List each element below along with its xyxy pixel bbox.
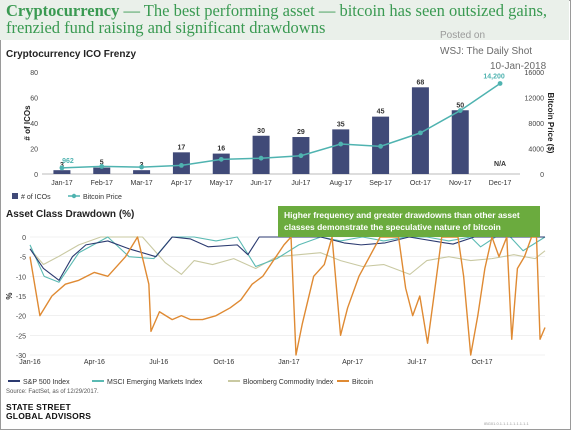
y-tick-label: 80 [30, 70, 38, 77]
x-tick-label: Oct-16 [213, 359, 234, 366]
y-tick-label: 40 [30, 121, 38, 128]
ico-bar-label: 50 [456, 102, 464, 109]
y-tick-label: -30 [16, 353, 26, 360]
x-tick-label: Jan-16 [19, 359, 41, 366]
legend-swatch-icos [12, 193, 18, 199]
ico-chart-title: Cryptocurrency ICO Frenzy [6, 49, 137, 60]
y-tick-label: 60 [30, 96, 38, 103]
post-date: 10-Jan-2018 [490, 61, 547, 72]
x-tick-label: Jun-17 [250, 180, 272, 187]
bitcoin-price-point [59, 165, 65, 171]
x-tick-label: Feb-17 [91, 180, 113, 187]
bitcoin-price-point [338, 141, 344, 147]
fine-print: IBG01.0.1.1.1.1.1.1.1.1.1 [484, 421, 529, 426]
y-tick-label: -20 [16, 314, 26, 321]
x-tick-label: Jan-17 [278, 359, 300, 366]
ico-bar-label: 30 [257, 128, 265, 135]
y-axis-label: # of ICOs [23, 105, 32, 141]
y2-axis-label: Bitcoin Price ($) [546, 93, 555, 154]
ico-bar [252, 135, 270, 174]
ico-bar-label: 29 [297, 129, 305, 136]
x-tick-label: Apr-16 [84, 359, 105, 366]
legend-label: S&P 500 Index [23, 379, 70, 386]
y2-tick-label: 4000 [528, 147, 544, 154]
ico-bar [212, 153, 230, 174]
bitcoin-price-point [258, 155, 264, 161]
drawdown-chart-title: Asset Class Drawdown (%) [6, 209, 135, 220]
legend-label: Bitcoin [352, 379, 373, 386]
ico-bar [53, 170, 71, 174]
legend-label: MSCI Emerging Markets Index [107, 379, 203, 386]
source-note: Source: FactSet, as of 12/29/2017. [6, 389, 99, 395]
legend-label-bitcoin-price: Bitcoin Price [83, 194, 122, 201]
bitcoin-price-point [139, 164, 144, 170]
y2-tick-label: 0 [540, 172, 544, 179]
bitcoin-price-point [218, 156, 224, 162]
series-line-s-p-500-index [29, 236, 545, 281]
y2-tick-label: 16000 [525, 70, 545, 77]
bitcoin-price-point [298, 153, 304, 159]
ico-bar-label: N/A [494, 161, 506, 168]
ico-bar [93, 167, 111, 174]
x-tick-label: Jul-17 [407, 359, 426, 366]
bitcoin-price-line [61, 82, 501, 169]
bitcoin-price-point [99, 164, 105, 169]
x-tick-label: Jan-17 [51, 180, 73, 187]
y-tick-label: -5 [20, 255, 26, 262]
y2-tick-label: 8000 [528, 121, 544, 128]
ico-bar-label: 16 [217, 146, 225, 153]
bitcoin-price-point [497, 81, 503, 86]
x-tick-label: Aug-17 [329, 180, 352, 187]
x-tick-label: Oct-17 [410, 180, 431, 187]
y-tick-label: 0 [22, 235, 26, 242]
bitcoin-price-label: 962 [62, 158, 74, 165]
ico-bar-label: 35 [337, 121, 345, 128]
y2-tick-label: 12000 [525, 96, 545, 103]
x-tick-label: Sep-17 [369, 180, 392, 187]
ico-bar [451, 110, 469, 174]
x-tick-label: Oct-17 [472, 359, 493, 366]
y-tick-label: 0 [34, 172, 38, 179]
ico-bar [332, 129, 350, 174]
x-tick-label: May-17 [210, 180, 233, 187]
bitcoin-price-label: 14,200 [483, 73, 505, 80]
y-axis-label: % [5, 292, 14, 299]
x-tick-label: Nov-17 [449, 180, 472, 187]
legend-label: Bloomberg Commodity Index [243, 379, 334, 386]
bitcoin-price-point [378, 143, 383, 149]
series-line-bitcoin [29, 236, 546, 356]
annotation-callout: Higher frequency and greater drawdowns t… [278, 206, 540, 237]
ico-bar-label: 68 [417, 79, 425, 86]
x-tick-label: Apr-17 [171, 180, 192, 187]
posted-on-label: Posted on [440, 30, 486, 41]
legend-label-icos: # of ICOs [21, 194, 51, 201]
y-tick-label: -10 [16, 274, 26, 281]
x-tick-label: Jul-16 [149, 359, 168, 366]
source-line: WSJ: The Daily Shot [440, 46, 533, 57]
legend-marker-bitcoin-price [71, 193, 77, 199]
x-tick-label: Dec-17 [489, 180, 512, 187]
y-tick-label: 20 [30, 147, 38, 154]
series-line-bloomberg-commodity-index [29, 236, 546, 275]
ico-bar-label: 17 [178, 144, 186, 151]
ico-bar [133, 170, 151, 174]
headline-rest: — The best performing asset — bitcoin ha… [6, 1, 548, 37]
bitcoin-price-point [457, 108, 463, 113]
y-tick-label: -25 [16, 333, 26, 340]
bitcoin-price-point [418, 130, 423, 136]
ico-bar-label: 5 [100, 160, 104, 167]
ico-bar-label: 45 [377, 109, 385, 116]
drawdown-chart: 0 -5 -10 -15 -20 -25 -30% Jan-16 Apr-16 Jul-16 Oct… [5, 235, 546, 386]
headline-bold: Cryptocurrency [6, 1, 120, 20]
x-tick-label: Mar-17 [130, 180, 152, 187]
x-tick-label: Jul-17 [291, 180, 310, 187]
y-tick-label: -15 [16, 294, 26, 301]
state-street-logo: STATE STREET GLOBAL ADVISORS [6, 402, 92, 421]
bitcoin-price-point [179, 162, 184, 168]
title-bar [0, 0, 569, 40]
ico-chart: 0 20 40 60 80 0 4000 8000 12000 16000 # of ICOs Bit… [12, 70, 555, 201]
x-tick-label: Apr-17 [342, 359, 363, 366]
headline: Cryptocurrency — The best performing ass… [6, 2, 566, 36]
